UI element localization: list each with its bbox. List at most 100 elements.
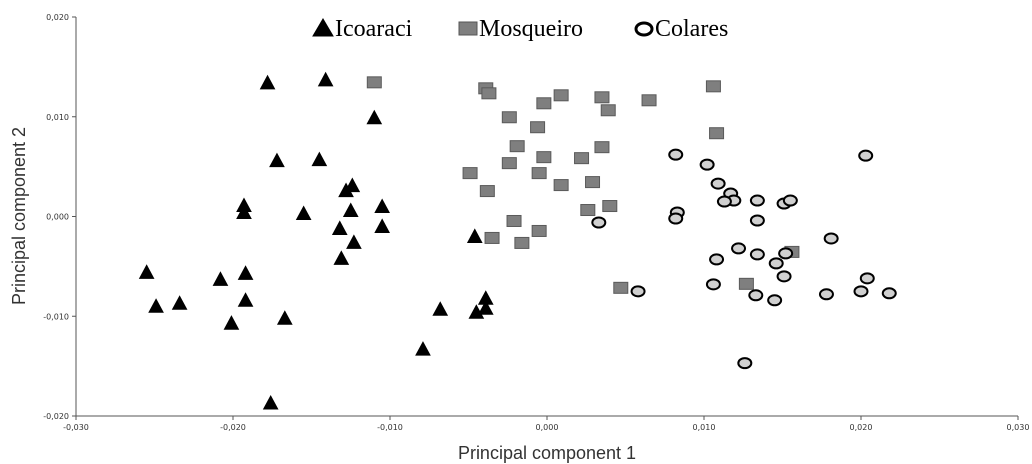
data-point-square	[738, 277, 754, 290]
data-point-circle	[731, 242, 747, 255]
data-point-square	[553, 179, 569, 192]
data-point-circle	[716, 195, 732, 208]
data-point-square	[600, 104, 616, 117]
data-point-triangle	[415, 341, 431, 356]
data-point-triangle	[374, 218, 390, 233]
data-point-triangle	[477, 300, 494, 315]
data-point-triangle	[295, 205, 312, 221]
data-point-triangle	[223, 315, 240, 330]
data-point-circle	[818, 288, 834, 301]
x-tick-label: -0,020	[220, 423, 246, 432]
legend: Icoaraci Mosqueiro Colares	[312, 16, 728, 42]
data-point-triangle	[432, 301, 449, 316]
data-point-circle	[668, 212, 684, 225]
y-axis-label: Principal component 2	[9, 127, 29, 305]
data-point-square	[484, 231, 500, 244]
legend-item-mosqueiro: Mosqueiro	[458, 16, 583, 42]
data-point-triangle	[171, 295, 188, 310]
data-point-square	[514, 236, 530, 249]
x-axis-label: Principal component 1	[458, 443, 636, 463]
data-point-circle	[630, 285, 646, 298]
data-point-square	[366, 76, 382, 89]
data-point-circle	[767, 294, 783, 307]
data-points	[138, 71, 897, 410]
data-point-square	[705, 80, 721, 93]
data-point-circle	[853, 285, 869, 298]
x-tick-label: -0,010	[377, 423, 403, 432]
legend-label-mosqueiro: Mosqueiro	[479, 16, 583, 42]
x-tick-label: 0,010	[693, 423, 716, 432]
data-point-circle	[699, 158, 715, 171]
data-point-square	[481, 87, 497, 100]
data-point-square	[553, 89, 569, 102]
data-point-triangle	[259, 74, 276, 90]
data-point-triangle	[331, 220, 348, 235]
data-point-triangle	[317, 71, 334, 87]
data-point-triangle	[342, 202, 359, 218]
data-point-triangle	[466, 228, 483, 243]
data-point-circle	[768, 257, 784, 270]
data-point-square	[509, 140, 525, 153]
data-point-circle	[858, 149, 874, 162]
legend-marker-circle	[634, 21, 654, 37]
data-point-triangle	[237, 265, 254, 280]
x-tick-label: 0,030	[1007, 423, 1030, 432]
data-point-circle	[591, 216, 607, 229]
data-point-square	[536, 151, 552, 164]
data-point-circle	[709, 253, 725, 266]
legend-item-colares: Colares	[634, 16, 728, 42]
data-point-circle	[749, 248, 765, 261]
data-point-triangle	[269, 152, 285, 168]
data-point-square	[501, 111, 517, 124]
y-tick-label: -0,010	[43, 312, 69, 321]
data-point-circle	[668, 148, 684, 161]
data-point-triangle	[262, 394, 279, 410]
data-point-triangle	[212, 271, 229, 286]
data-point-square	[501, 157, 517, 170]
series-mosqueiro	[366, 76, 800, 294]
x-tick-label: 0,020	[850, 423, 873, 432]
data-point-triangle	[311, 151, 328, 167]
series-icoaraci	[138, 71, 494, 410]
data-point-circle	[859, 272, 875, 285]
data-point-circle	[776, 270, 792, 283]
data-point-square	[602, 200, 618, 213]
x-ticks: -0,030 -0,020 -0,010 0,000 0,010 0,020 0,030	[63, 416, 1029, 432]
x-tick-label: -0,030	[63, 423, 89, 432]
y-tick-label: 0,000	[46, 213, 69, 222]
data-point-circle	[782, 194, 798, 207]
data-point-square	[462, 167, 478, 180]
data-point-circle	[823, 232, 839, 245]
data-point-triangle	[236, 204, 252, 220]
data-point-square	[530, 121, 546, 134]
y-tick-label: 0,020	[46, 13, 69, 22]
data-point-circle	[737, 357, 753, 370]
data-point-square	[506, 214, 522, 227]
legend-label-colares: Colares	[655, 16, 728, 42]
series-colares	[591, 148, 897, 370]
data-point-triangle	[276, 310, 293, 325]
data-point-square	[594, 141, 610, 154]
data-point-circle	[778, 247, 794, 260]
data-point-circle	[749, 214, 765, 227]
data-point-square	[594, 91, 610, 104]
legend-label-icoaraci: Icoaraci	[335, 16, 413, 42]
data-point-square	[531, 224, 547, 237]
legend-marker-square	[458, 21, 478, 36]
data-point-triangle	[366, 109, 383, 125]
data-point-square	[585, 176, 601, 189]
data-point-square	[613, 281, 629, 294]
data-point-triangle	[338, 182, 354, 198]
data-point-square	[641, 94, 657, 107]
data-point-circle	[749, 194, 765, 207]
data-point-triangle	[237, 292, 254, 307]
legend-item-icoaraci: Icoaraci	[312, 16, 413, 42]
data-point-circle	[710, 177, 726, 190]
data-point-circle	[748, 289, 764, 302]
data-point-circle	[705, 278, 721, 291]
data-point-triangle	[374, 198, 390, 214]
data-point-square	[531, 167, 547, 180]
data-point-square	[479, 185, 495, 198]
data-point-square	[580, 204, 596, 217]
